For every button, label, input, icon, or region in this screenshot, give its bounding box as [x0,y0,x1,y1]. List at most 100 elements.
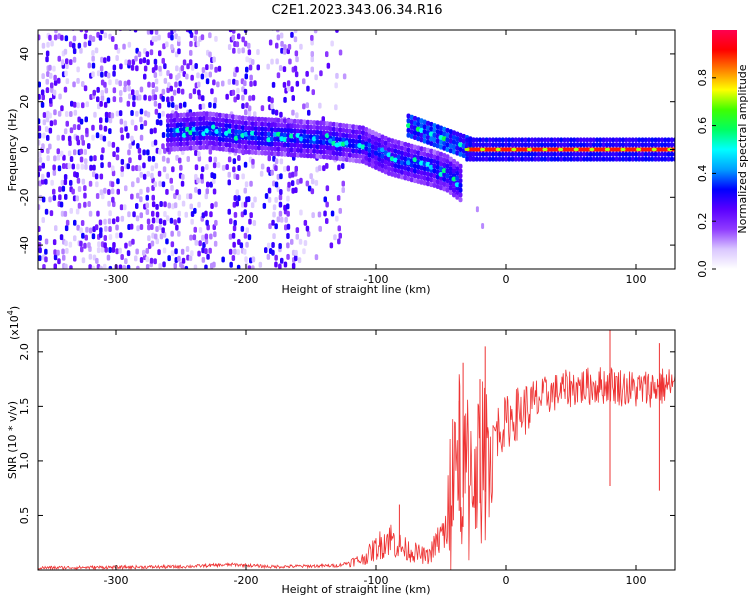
carrier-halo [510,156,515,162]
trace-cell [279,142,284,147]
noise-cell [80,246,84,253]
noise-cell [169,217,174,224]
branch-cell [455,145,460,151]
noise-cell [148,95,152,102]
carrier-halo [468,151,472,157]
noise-cell [108,33,112,40]
trace-cell [387,147,391,152]
noise-cell [241,103,245,109]
noise-cell [81,232,85,239]
noise-cell [126,132,130,139]
noise-cell [65,247,69,254]
noise-cell [186,193,190,200]
noise-cell [151,232,155,239]
trace-cell [403,175,408,181]
noise-cell [108,79,112,86]
x-tick-label: -300 [104,574,129,587]
trace-cell [422,156,427,162]
branch-cell [426,125,430,131]
noise-cell [92,171,96,178]
noise-cell [204,248,208,255]
y-tick-label: 1.0 [18,452,31,470]
noise-cell [76,66,80,73]
trace-cell [205,120,209,126]
trace-cell [380,139,385,145]
carrier-halo [468,142,472,148]
noise-cell [54,30,58,34]
carrier-halo [514,151,518,157]
trace-cell [299,143,304,149]
carrier-halo [504,137,508,143]
noise-cell [278,210,283,217]
trace-cell [296,123,300,129]
noise-cell [99,117,103,124]
noise-cell [155,238,159,245]
carrier-bead [526,148,532,151]
trace-cell [289,147,294,153]
noise-cell [54,225,58,232]
noise-cell [69,127,74,134]
noise-cell [154,233,158,240]
noise-cell [228,248,233,255]
trace-cell [380,163,385,169]
noise-cell [83,201,87,208]
noise-cell [270,103,274,110]
branch-cell [448,133,453,139]
trace-cell [185,112,190,118]
noise-cell [303,240,308,246]
trace-cell [218,112,222,118]
noise-cell [45,87,50,94]
noise-cell [240,225,245,232]
noise-cell [194,63,198,69]
noise-cell [100,162,104,169]
trace-cell [322,120,326,126]
noise-cell [161,95,165,102]
trace-cell [400,160,404,166]
noise-cell [142,57,147,64]
carrier-halo [569,137,573,143]
noise-cell [173,202,178,209]
noise-cell [103,235,107,241]
trace-cell [448,185,453,191]
branch-cell [416,131,421,137]
noise-cell [111,165,115,172]
carrier-halo [640,142,645,148]
noise-cell [46,171,50,178]
branch-cell [422,119,427,125]
carrier-halo [634,151,638,157]
noise-cell [84,30,89,33]
carrier-halo [592,156,596,162]
trace-cell [400,164,404,170]
trace-cell [338,132,343,138]
noise-cell [145,264,150,269]
noise-cell [151,217,156,224]
noise-cell [83,41,87,48]
trace-cell [179,117,183,123]
trace-cell [370,139,375,145]
carrier-halo [670,156,674,162]
trace-cell [227,142,232,148]
noise-cell [166,87,170,94]
noise-cell [133,30,138,33]
noise-cell [145,202,149,209]
trace-cell [302,119,307,125]
noise-cell [146,186,150,193]
noise-cell [212,178,216,184]
noise-cell [249,257,253,264]
noise-cell [104,111,109,118]
noise-cell [272,204,277,211]
noise-cell [70,100,74,107]
noise-cell [325,218,329,224]
colorbar-tick-label: 0.4 [696,165,709,183]
carrier-halo [520,156,524,162]
trace-cell [296,143,300,148]
trace-cell [452,187,456,193]
trace-cell [224,142,229,148]
noise-cell [120,254,124,260]
trace-cell [374,150,378,156]
trace-cell [409,167,414,173]
carrier-halo [653,142,658,148]
noise-cell [100,95,105,101]
branch-cell [461,133,466,139]
trace-cell [322,154,326,160]
